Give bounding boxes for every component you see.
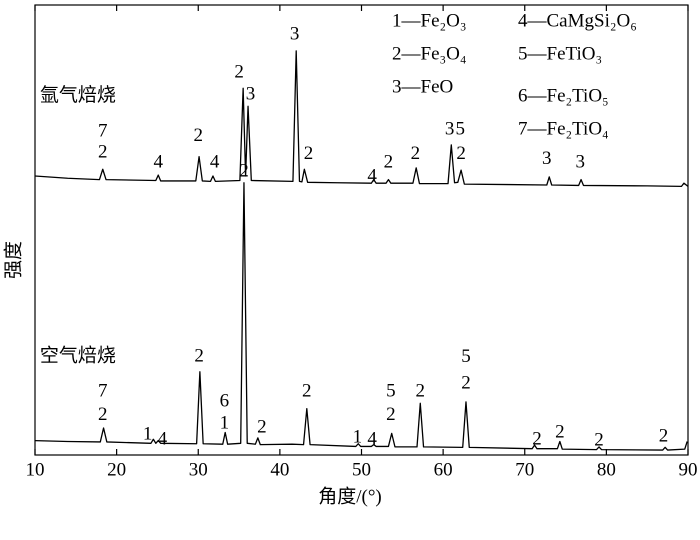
xrd-line — [34, 182, 688, 451]
peak-label: 2 — [416, 380, 426, 401]
x-axis-label: 角度/(°) — [318, 485, 382, 507]
peak-label: 2 — [456, 143, 466, 164]
series-label: 空气焙烧 — [40, 344, 116, 366]
peak-label: 2 — [302, 380, 312, 401]
legend-entry: 5—FeTiO₃ — [518, 43, 602, 64]
x-tick-label: 60 — [434, 459, 453, 480]
xrd-line — [34, 50, 689, 187]
peak-label: 2 — [461, 372, 471, 393]
peak-label: 3 — [445, 118, 455, 139]
peak-label: 2 — [257, 416, 267, 437]
peak-label: 5 — [386, 380, 396, 401]
peak-label: 5 — [456, 118, 466, 139]
series-label: 氩气焙烧 — [40, 84, 116, 106]
peak-label: 1 — [220, 412, 230, 433]
peak-label: 7 — [98, 380, 108, 401]
x-tick-label: 20 — [107, 459, 126, 480]
legend-entry: 6—Fe₂TiO₅ — [518, 85, 609, 106]
peak-label: 2 — [98, 404, 108, 425]
x-tick-label: 80 — [597, 459, 616, 480]
x-tick-label: 70 — [515, 459, 534, 480]
peak-label: 4 — [367, 429, 377, 450]
peak-label: 2 — [234, 61, 244, 82]
peak-label: 3 — [576, 151, 586, 172]
x-tick-label: 10 — [26, 459, 45, 480]
x-tick-label: 50 — [352, 459, 371, 480]
plot-frame — [34, 4, 689, 456]
x-tick-label: 90 — [679, 459, 698, 480]
peak-label: 2 — [386, 404, 396, 425]
peak-label: 2 — [659, 425, 669, 446]
peak-label: 2 — [194, 125, 204, 146]
x-tick-label: 40 — [270, 459, 289, 480]
peak-label: 5 — [461, 346, 471, 367]
peak-label: 2 — [594, 429, 604, 450]
peak-label: 2 — [239, 160, 249, 181]
peak-label: 3 — [246, 83, 256, 104]
peak-label: 4 — [367, 165, 377, 186]
legend-entry: 4—CaMgSi₂O₆ — [518, 10, 637, 31]
legend-entry: 2—Fe₃O₄ — [392, 43, 466, 64]
peak-label: 4 — [158, 429, 168, 450]
peak-label: 2 — [555, 421, 565, 442]
peak-label: 2 — [384, 151, 394, 172]
peak-label: 1 — [143, 424, 153, 445]
peak-label: 2 — [411, 143, 421, 164]
peak-label: 2 — [532, 429, 542, 450]
peak-label: 6 — [220, 390, 230, 411]
legend-entry: 1—Fe₂O₃ — [392, 10, 466, 31]
peak-label: 2 — [304, 143, 314, 164]
x-tick-label: 30 — [189, 459, 208, 480]
peak-label: 7 — [98, 120, 108, 141]
peak-label: 3 — [290, 24, 300, 45]
legend-entry: 7—Fe₂TiO₄ — [518, 118, 609, 139]
peak-label: 2 — [194, 345, 204, 366]
legend-entry: 3—FeO — [392, 76, 453, 97]
peak-label: 2 — [98, 141, 108, 162]
peak-label: 3 — [542, 148, 552, 169]
peak-label: 1 — [353, 426, 363, 447]
peak-label: 4 — [210, 151, 220, 172]
peak-label: 4 — [154, 151, 164, 172]
y-axis-label: 强度 — [2, 241, 24, 279]
